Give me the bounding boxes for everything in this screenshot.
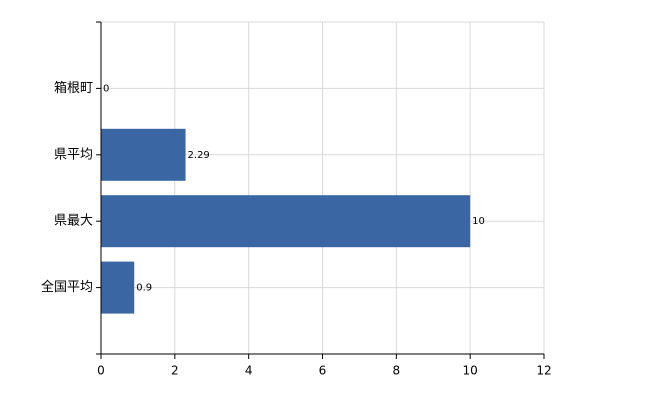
x-tick-label: 6 [319, 364, 327, 378]
x-tick-label: 2 [171, 364, 179, 378]
y-tick-label: 全国平均 [41, 279, 93, 295]
bar [101, 195, 471, 248]
value-label: 10 [472, 216, 485, 227]
value-label: 0.9 [136, 283, 152, 294]
y-tick-label: 県最大 [54, 214, 93, 229]
bar [101, 261, 135, 314]
x-tick-label: 10 [463, 364, 478, 378]
value-label: 2.29 [188, 150, 210, 161]
value-label: 0 [103, 83, 109, 94]
x-tick-label: 12 [536, 364, 551, 378]
y-tick-label: 箱根町 [54, 80, 93, 96]
bar [101, 128, 186, 181]
y-tick-label: 県平均 [54, 147, 93, 162]
x-tick-label: 8 [393, 364, 401, 378]
x-tick-label: 0 [97, 364, 105, 378]
x-tick-label: 4 [245, 364, 253, 378]
